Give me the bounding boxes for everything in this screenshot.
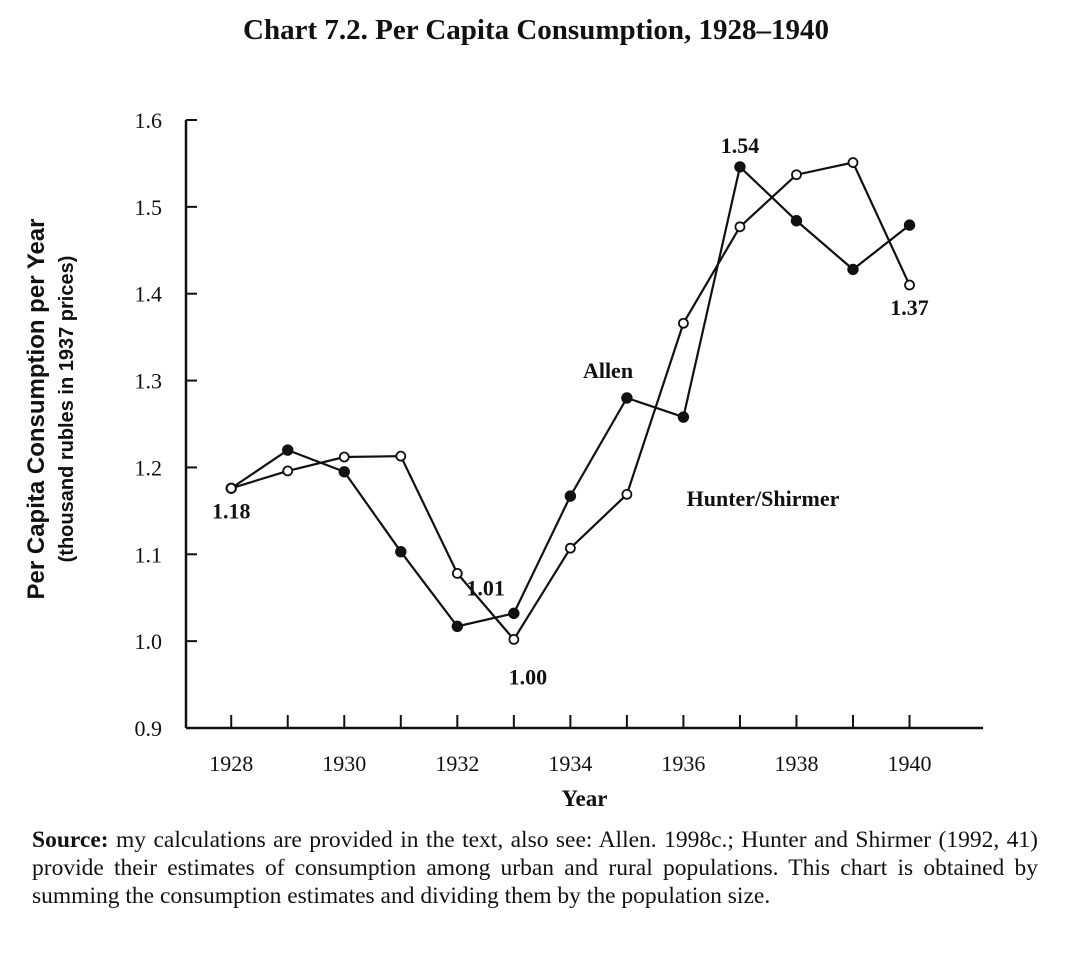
value-annotation: 1.54 xyxy=(721,133,760,158)
data-point xyxy=(847,263,859,276)
series-line xyxy=(230,164,911,628)
series-line xyxy=(230,161,911,642)
data-point xyxy=(678,317,689,329)
x-tick-label: 1936 xyxy=(661,751,705,776)
value-annotation: 1.37 xyxy=(890,295,929,320)
data-point xyxy=(677,411,690,423)
value-annotation: 1.00 xyxy=(509,664,548,689)
x-tick-label: 1940 xyxy=(888,751,932,776)
x-tick-label: 1928 xyxy=(209,751,253,776)
line-chart: 0.9 1.0 1.1 1.2 1.3 1.4 1.5 1.6 1928 1930 1932 193… xyxy=(23,108,983,811)
data-point xyxy=(564,542,576,554)
axes xyxy=(184,120,983,730)
data-point xyxy=(338,466,350,478)
data-point xyxy=(225,482,237,494)
x-tick-label: 1930 xyxy=(322,751,366,776)
x-axis-title: Year xyxy=(562,786,608,811)
data-point xyxy=(282,465,294,477)
y-axis-subtitle: (thousand rubles in 1937 prices) xyxy=(56,256,78,563)
data-point xyxy=(451,620,464,633)
y-tick-label: 1.3 xyxy=(135,369,163,394)
data-point xyxy=(903,219,916,231)
y-tick-label: 1.6 xyxy=(135,108,163,133)
data-point xyxy=(395,450,407,462)
data-point xyxy=(791,169,802,181)
x-ticks: 1928 1930 1932 1934 1936 1938 1940 xyxy=(209,715,932,776)
value-annotation: 1.01 xyxy=(466,575,505,600)
series-hunter-shirmer xyxy=(225,157,915,645)
data-point xyxy=(282,444,294,456)
y-tick-label: 1.4 xyxy=(135,282,163,307)
data-point xyxy=(508,634,520,645)
y-tick-label: 1.1 xyxy=(135,542,163,567)
y-ticks: 0.9 1.0 1.1 1.2 1.3 1.4 1.5 1.6 xyxy=(135,108,197,741)
data-point xyxy=(508,607,520,620)
source-note: Source: my calculations are provided in … xyxy=(32,826,1038,910)
data-point xyxy=(734,221,746,233)
y-tick-label: 1.2 xyxy=(135,455,163,480)
y-axis-title: Per Capita Consumption per Year xyxy=(23,219,50,600)
x-tick-label: 1934 xyxy=(548,751,592,776)
source-label: Source: xyxy=(32,827,109,853)
data-point xyxy=(734,161,746,173)
chart-title: Chart 7.2. Per Capita Consumption, 1928–… xyxy=(243,14,829,46)
data-point xyxy=(395,545,407,558)
data-point xyxy=(847,157,859,168)
data-point xyxy=(904,279,915,291)
series-allen xyxy=(225,161,916,633)
annotations: 1.18 1.01 1.00 1.54 1.37 Allen Hunter/Shirmer xyxy=(212,133,929,690)
data-point xyxy=(790,215,803,227)
series-layer xyxy=(225,157,916,645)
data-point xyxy=(451,567,463,579)
x-tick-label: 1932 xyxy=(435,751,479,776)
value-annotation: 1.18 xyxy=(212,498,251,523)
data-point xyxy=(564,490,577,502)
series-label: Hunter/Shirmer xyxy=(687,486,840,511)
y-tick-label: 1.5 xyxy=(135,195,163,220)
data-point xyxy=(338,451,350,463)
data-point xyxy=(621,392,633,404)
y-tick-label: 1.0 xyxy=(135,629,163,654)
series-label: Allen xyxy=(583,358,633,383)
source-text: my calculations are provided in the text… xyxy=(32,827,1038,909)
y-tick-label: 0.9 xyxy=(135,716,163,741)
data-point xyxy=(621,488,633,500)
x-tick-label: 1938 xyxy=(774,751,818,776)
